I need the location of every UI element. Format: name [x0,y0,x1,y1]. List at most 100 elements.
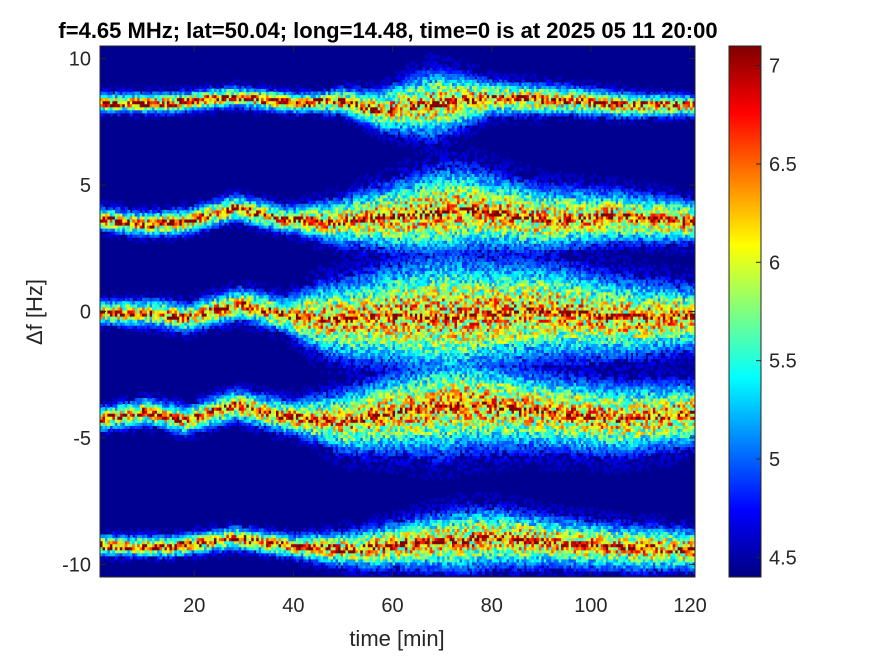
heatmap-cell [194,555,198,560]
heatmap-cell [107,100,111,105]
heatmap-cell [233,394,237,399]
heatmap-cell [285,115,289,120]
heatmap-cell [105,100,109,105]
heatmap-cell [169,416,173,420]
heatmap-cell [204,422,208,426]
heatmap-cell [194,103,198,108]
heatmap-cell [149,422,153,426]
heatmap-cell [176,294,180,299]
heatmap-cell [169,225,173,229]
heatmap-cell [144,422,148,426]
heatmap-cell [226,534,230,539]
heatmap-cell [204,300,208,305]
heatmap-cell [127,319,131,323]
heatmap-cell [162,109,166,114]
heatmap-cell [139,552,143,557]
heatmap-cell [171,319,175,323]
heatmap-cell [199,422,203,426]
heatmap-cell [184,234,188,238]
heatmap-cell [224,419,228,423]
heatmap-cell [228,534,232,539]
heatmap-cell [132,91,136,96]
heatmap-cell [214,291,218,296]
heatmap-cell [124,428,128,432]
heatmap-cell [219,322,223,326]
heatmap-cell [199,85,203,90]
heatmap-cell [132,325,136,329]
heatmap-cell [117,100,121,105]
heatmap-cell [166,313,170,317]
heatmap-cell [201,294,205,299]
heatmap-cell [142,300,146,305]
heatmap-cell [231,209,235,214]
heatmap-cell [224,416,228,420]
heatmap-cell [181,534,185,539]
heatmap-cell [112,419,116,423]
heatmap-cell [236,322,240,326]
heatmap-cell [134,398,138,402]
heatmap-cell [164,407,168,411]
heatmap-cell [241,303,245,308]
heatmap-cell [105,407,109,411]
heatmap-cell [142,552,146,557]
heatmap-cell [124,425,128,429]
heatmap-cell [226,188,230,193]
heatmap-cell [139,310,143,314]
heatmap-cell [152,306,156,311]
heatmap-cell [233,407,237,411]
heatmap-cell [157,534,161,539]
heatmap-cell [199,228,203,232]
heatmap-cell [219,197,223,202]
heatmap-cell [226,404,230,408]
heatmap-cell [147,97,151,102]
heatmap-cell [162,410,166,414]
heatmap-cell [181,334,185,338]
heatmap-cell [181,300,185,305]
heatmap-cell [199,394,203,399]
heatmap-cell [233,413,237,417]
heatmap-cell [271,525,275,530]
heatmap-cell [214,319,218,323]
heatmap-cell [162,546,166,551]
heatmap-cell [166,297,170,302]
heatmap-cell [144,404,148,408]
heatmap-cell [137,555,141,560]
heatmap-cell [166,115,170,120]
heatmap-cell [209,206,213,211]
heatmap-cell [149,546,153,551]
heatmap-cell [176,401,180,405]
heatmap-cell [201,215,205,220]
heatmap-cell [204,106,208,111]
heatmap-cell [236,294,240,299]
heatmap-cell [201,319,205,323]
heatmap-cell [221,422,225,426]
heatmap-cell [219,291,223,296]
heatmap-cell [236,288,240,293]
heatmap-cell [100,416,104,420]
heatmap-cell [194,416,198,420]
heatmap-cell [137,410,141,414]
heatmap-cell [216,546,220,551]
heatmap-cell [129,222,133,226]
heatmap-cell [226,209,230,214]
heatmap-cell [186,109,190,114]
heatmap-cell [134,303,138,308]
heatmap-cell [226,294,230,299]
heatmap-cell [318,452,322,457]
heatmap-cell [211,410,215,414]
heatmap-cell [179,109,183,114]
heatmap-cell [109,237,113,241]
heatmap-cell [169,543,173,548]
heatmap-cell [164,203,168,208]
heatmap-cell [152,325,156,329]
heatmap-cell [112,401,116,405]
heatmap-cell [231,401,235,405]
heatmap-cell [132,231,136,235]
heatmap-cell [238,394,242,399]
heatmap-cell [166,549,170,554]
heatmap-cell [226,425,230,429]
heatmap-cell [209,212,213,217]
heatmap-cell [313,194,317,199]
heatmap-cell [162,313,166,317]
heatmap-cell [169,325,173,329]
